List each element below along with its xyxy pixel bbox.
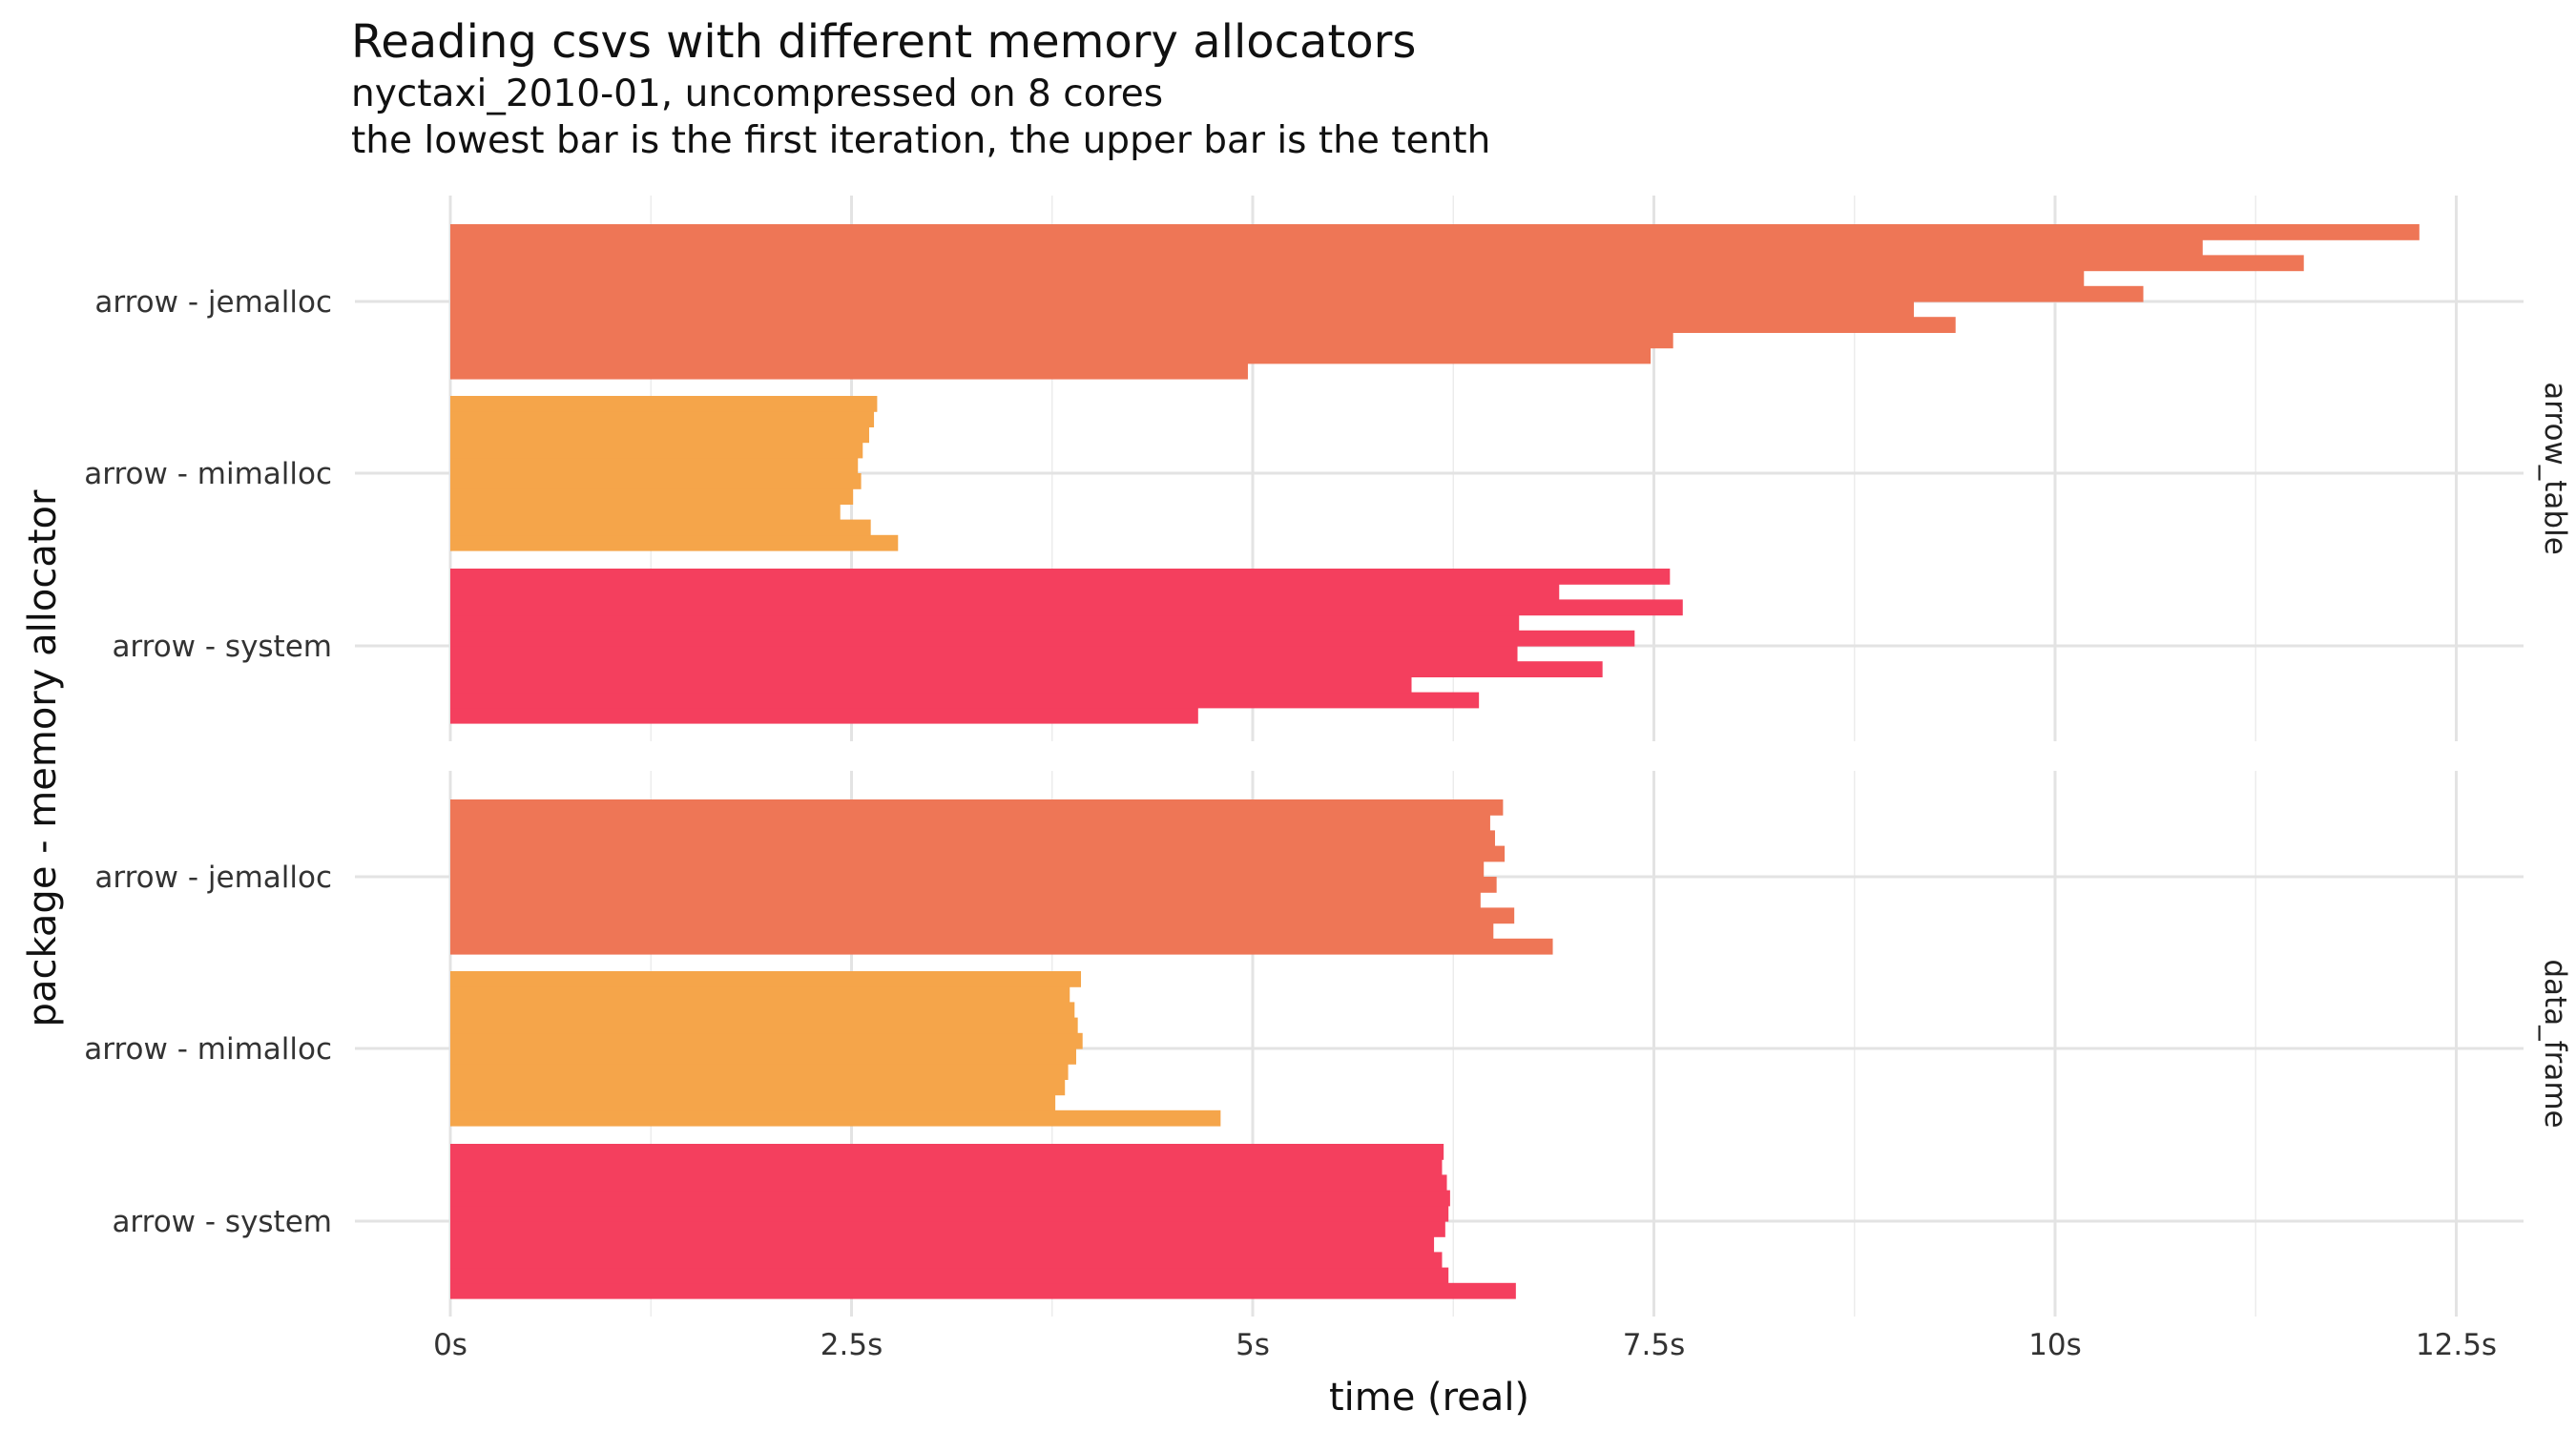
bar-arrow_table-arrow-mimalloc-iter-5 — [450, 473, 862, 489]
y-tick-label: arrow - system — [112, 630, 332, 664]
bar-arrow_table-arrow-system-iter-2 — [450, 692, 1480, 709]
y-tick-label: arrow - system — [112, 1205, 332, 1239]
bar-data_frame-arrow-system-iter-8 — [450, 1174, 1447, 1192]
bar-arrow_table-arrow-system-iter-7 — [450, 614, 1520, 632]
x-tick-label: 12.5s — [2416, 1328, 2497, 1362]
x-tick-label: 5s — [1236, 1328, 1270, 1362]
bar-arrow_table-arrow-system-iter-10 — [450, 569, 1671, 585]
bar-data_frame-arrow-jemalloc-iter-4 — [450, 892, 1481, 908]
y-tick-label: arrow - mimalloc — [84, 1032, 332, 1067]
bar-arrow_table-arrow-system-iter-1 — [450, 707, 1198, 724]
bar-arrow_table-arrow-mimalloc-iter-3 — [450, 504, 841, 521]
bar-data_frame-arrow-mimalloc-iter-3 — [450, 1079, 1066, 1096]
bar-arrow_table-arrow-system-iter-8 — [450, 599, 1683, 616]
bar-data_frame-arrow-mimalloc-iter-9 — [450, 986, 1070, 1003]
bar-arrow_table-arrow-mimalloc-iter-8 — [450, 426, 870, 444]
chart-subtitle-line2: the lowest bar is the first iteration, t… — [351, 119, 1491, 162]
bar-arrow_table-arrow-system-iter-9 — [450, 584, 1560, 600]
bar-arrow_table-arrow-mimalloc-iter-10 — [450, 396, 878, 412]
x-tick-label: 0s — [433, 1328, 467, 1362]
bar-data_frame-arrow-jemalloc-iter-10 — [450, 799, 1504, 816]
bar-data_frame-arrow-system-iter-3 — [450, 1252, 1443, 1269]
x-tick-label: 2.5s — [821, 1328, 883, 1362]
bar-data_frame-arrow-mimalloc-iter-7 — [450, 1017, 1078, 1034]
chart-subtitle-line1: nyctaxi_2010-01, uncompressed on 8 cores — [351, 73, 1164, 115]
bar-data_frame-arrow-jemalloc-iter-8 — [450, 830, 1495, 847]
bar-arrow_table-arrow-jemalloc-iter-9 — [450, 239, 2203, 256]
bar-data_frame-arrow-jemalloc-iter-6 — [450, 861, 1485, 878]
bar-arrow_table-arrow-jemalloc-iter-8 — [450, 255, 2304, 272]
bar-arrow_table-arrow-mimalloc-iter-4 — [450, 488, 854, 505]
y-tick-label: arrow - jemalloc — [94, 861, 332, 895]
bar-data_frame-arrow-mimalloc-iter-1 — [450, 1110, 1221, 1127]
bar-arrow_table-arrow-jemalloc-iter-2 — [450, 347, 1652, 364]
bar-arrow_table-arrow-mimalloc-iter-1 — [450, 534, 899, 551]
bar-data_frame-arrow-jemalloc-iter-9 — [450, 815, 1490, 831]
bar-data_frame-arrow-system-iter-9 — [450, 1159, 1443, 1175]
y-tick-label: arrow - mimalloc — [84, 457, 332, 491]
bar-data_frame-arrow-mimalloc-iter-2 — [450, 1094, 1056, 1111]
y-tick-label: arrow - jemalloc — [94, 285, 332, 320]
bar-data_frame-arrow-jemalloc-iter-1 — [450, 938, 1553, 955]
chart-header: Reading csvs with different memory alloc… — [351, 13, 1490, 164]
bar-arrow_table-arrow-mimalloc-iter-7 — [450, 442, 863, 459]
bar-arrow_table-arrow-mimalloc-iter-6 — [450, 457, 859, 474]
bar-data_frame-arrow-mimalloc-iter-6 — [450, 1032, 1083, 1049]
bar-arrow_table-arrow-system-iter-6 — [450, 630, 1635, 647]
bar-arrow_table-arrow-system-iter-4 — [450, 661, 1603, 677]
bar-data_frame-arrow-jemalloc-iter-5 — [450, 877, 1497, 893]
bar-arrow_table-arrow-jemalloc-iter-3 — [450, 332, 1673, 349]
bar-arrow_table-arrow-jemalloc-iter-5 — [450, 301, 1914, 318]
bar-data_frame-arrow-jemalloc-iter-7 — [450, 845, 1506, 862]
bar-data_frame-arrow-mimalloc-iter-8 — [450, 1002, 1075, 1019]
facet-label: arrow_table — [2538, 382, 2572, 555]
bar-arrow_table-arrow-jemalloc-iter-4 — [450, 317, 1956, 333]
bar-arrow_table-arrow-mimalloc-iter-9 — [450, 411, 875, 427]
bar-data_frame-arrow-system-iter-5 — [450, 1221, 1445, 1237]
x-axis-title: time (real) — [1329, 1376, 1529, 1420]
bar-arrow_table-arrow-jemalloc-iter-6 — [450, 285, 2144, 302]
bar-arrow_table-arrow-system-iter-3 — [450, 676, 1412, 694]
y-axis-title: package - memory allocator — [21, 489, 65, 1027]
bar-data_frame-arrow-mimalloc-iter-5 — [450, 1048, 1076, 1065]
bar-arrow_table-arrow-jemalloc-iter-7 — [450, 270, 2085, 287]
facet-label: data_frame — [2538, 959, 2572, 1128]
bar-data_frame-arrow-system-iter-7 — [450, 1190, 1450, 1207]
bar-data_frame-arrow-system-iter-4 — [450, 1236, 1435, 1253]
bar-data_frame-arrow-system-iter-10 — [450, 1144, 1444, 1160]
x-tick-label: 7.5s — [1623, 1328, 1685, 1362]
bar-data_frame-arrow-system-iter-6 — [450, 1205, 1449, 1222]
bar-data_frame-arrow-system-iter-1 — [450, 1282, 1516, 1299]
x-tick-label: 10s — [2028, 1328, 2082, 1362]
bar-arrow_table-arrow-jemalloc-iter-1 — [450, 363, 1248, 380]
chart-title: Reading csvs with different memory alloc… — [351, 15, 1417, 69]
bar-data_frame-arrow-jemalloc-iter-3 — [450, 907, 1515, 924]
bar-data_frame-arrow-system-iter-2 — [450, 1267, 1449, 1284]
bar-data_frame-arrow-mimalloc-iter-4 — [450, 1064, 1069, 1080]
bar-data_frame-arrow-mimalloc-iter-10 — [450, 971, 1082, 987]
bar-arrow_table-arrow-system-iter-5 — [450, 646, 1518, 662]
bar-arrow_table-arrow-jemalloc-iter-10 — [450, 224, 2420, 240]
bar-data_frame-arrow-jemalloc-iter-2 — [450, 923, 1494, 940]
bar-arrow_table-arrow-mimalloc-iter-2 — [450, 519, 871, 536]
